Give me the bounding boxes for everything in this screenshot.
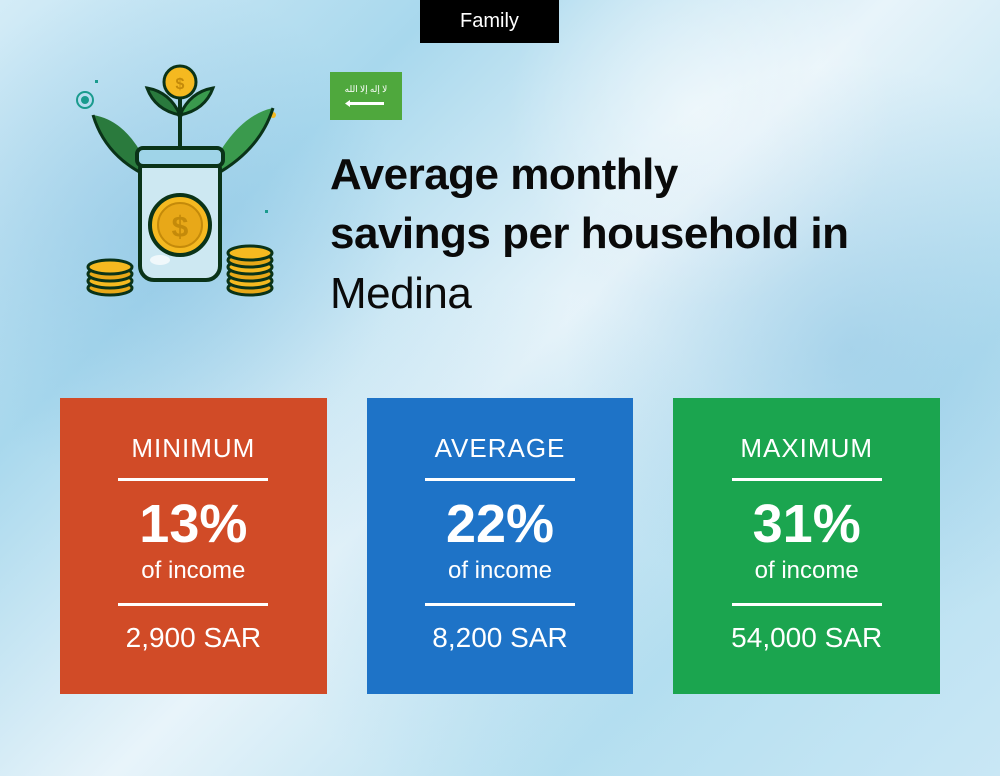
card-divider	[118, 478, 268, 481]
card-divider	[732, 478, 882, 481]
card-maximum: MAXIMUM 31% of income 54,000 SAR	[673, 398, 940, 694]
category-tag: Family	[420, 0, 559, 43]
card-divider	[425, 603, 575, 606]
card-amount: 54,000 SAR	[693, 622, 920, 654]
svg-text:لا إله إلا الله: لا إله إلا الله	[345, 84, 388, 95]
card-divider	[118, 603, 268, 606]
svg-text:$: $	[172, 211, 189, 244]
card-percent: 13%	[80, 497, 307, 551]
card-divider	[425, 478, 575, 481]
savings-illustration: $ $	[55, 60, 305, 310]
headline-line2: savings per household in	[330, 209, 849, 258]
card-sub: of income	[80, 557, 307, 585]
country-flag: لا إله إلا الله	[330, 72, 402, 120]
card-percent: 22%	[387, 497, 614, 551]
headline-line1: Average monthly	[330, 150, 678, 199]
card-sub: of income	[387, 557, 614, 585]
card-amount: 2,900 SAR	[80, 622, 307, 654]
headline-city: Medina	[330, 269, 471, 318]
headline: Average monthly savings per household in…	[330, 145, 970, 323]
stat-cards: MINIMUM 13% of income 2,900 SAR AVERAGE …	[60, 398, 940, 694]
card-divider	[732, 603, 882, 606]
card-minimum: MINIMUM 13% of income 2,900 SAR	[60, 398, 327, 694]
card-label: AVERAGE	[387, 433, 614, 464]
card-average: AVERAGE 22% of income 8,200 SAR	[367, 398, 634, 694]
card-sub: of income	[693, 557, 920, 585]
card-amount: 8,200 SAR	[387, 622, 614, 654]
card-percent: 31%	[693, 497, 920, 551]
card-label: MINIMUM	[80, 433, 307, 464]
card-label: MAXIMUM	[693, 433, 920, 464]
svg-text:$: $	[176, 76, 185, 93]
